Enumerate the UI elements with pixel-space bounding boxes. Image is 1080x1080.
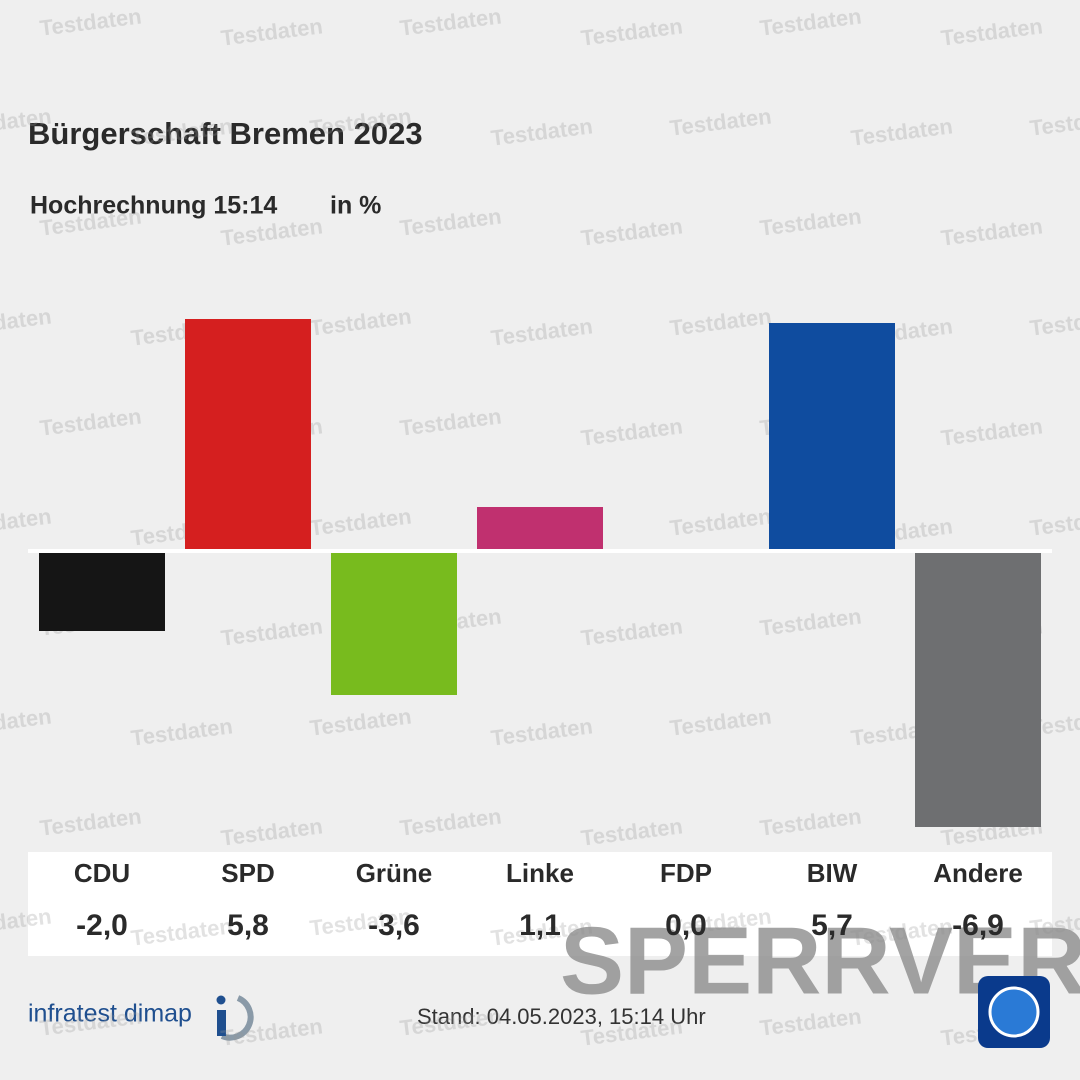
category-label: FDP <box>660 858 712 888</box>
logo-circle <box>988 986 1040 1038</box>
label-box <box>28 852 1052 956</box>
category-label: Grüne <box>356 858 433 888</box>
bar <box>477 507 603 551</box>
value-label: 1,1 <box>519 909 561 942</box>
value-label: -2,0 <box>76 909 128 942</box>
logo-dot <box>216 995 226 1005</box>
category-label: BIW <box>807 858 858 888</box>
category-label: CDU <box>74 858 130 888</box>
value-label: 5,8 <box>227 909 269 942</box>
source-logo: infratest dimap <box>28 1000 192 1028</box>
bar <box>39 551 165 631</box>
value-label: -6,9 <box>952 909 1004 942</box>
logo-bar <box>217 1010 226 1036</box>
source-icon <box>216 995 254 1041</box>
ard-logo <box>978 976 1050 1048</box>
category-label: Andere <box>933 858 1023 888</box>
unit-label: in % <box>330 192 381 220</box>
chart-subtitle: Hochrechnung 15:14 <box>30 192 277 220</box>
stand-label: Stand: 04.05.2023, 15:14 Uhr <box>417 1004 706 1029</box>
chart-title: Bürgerschaft Bremen 2023 <box>28 116 423 151</box>
bar <box>331 551 457 695</box>
bar <box>769 323 895 551</box>
category-label: SPD <box>221 858 274 888</box>
bar <box>185 319 311 551</box>
value-label: 0,0 <box>665 909 707 942</box>
value-label: -3,6 <box>368 909 420 942</box>
logo-arc <box>220 995 254 1041</box>
bar <box>915 551 1041 827</box>
value-label: 5,7 <box>811 909 853 942</box>
category-label: Linke <box>506 858 574 888</box>
